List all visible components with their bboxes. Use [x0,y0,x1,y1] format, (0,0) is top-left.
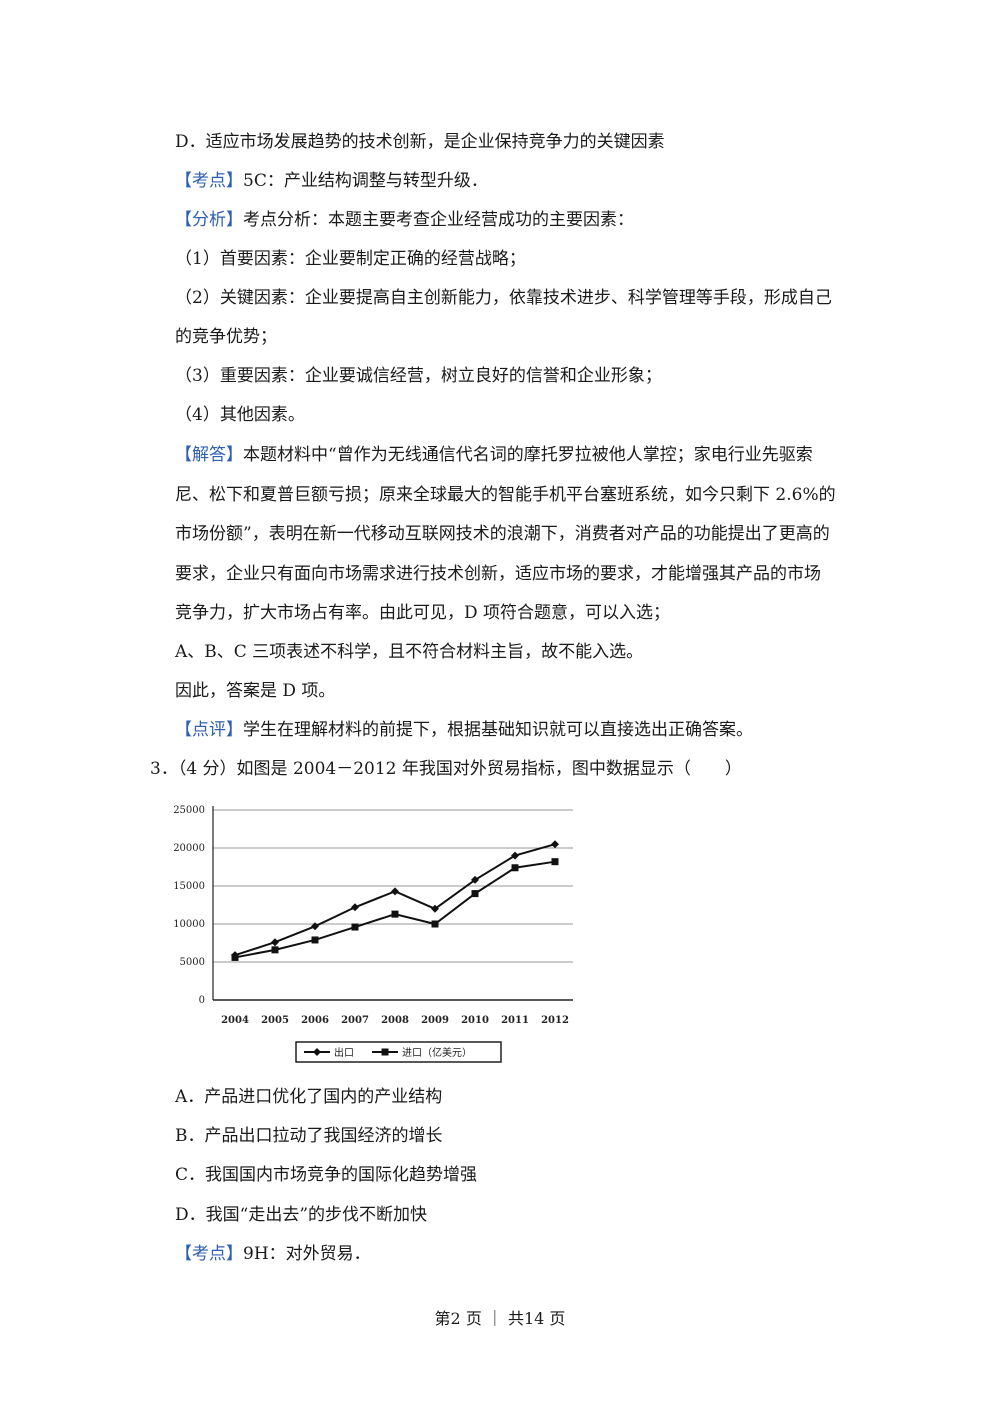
option-d: D．适应市场发展趋势的技术创新，是企业保持竞争力的关键因素 [175,132,665,152]
data-point [431,920,439,928]
jieda-row: 【解答】本题材料中“曾作为无线通信代名词的摩托罗拉被他人掌控；家电行业先驱索 [175,443,813,467]
chart-grid [213,809,573,1001]
point-2: （2）关键因素：企业要提高自主创新能力，依靠技术进步、科学管理等手段，形成自己 [175,288,832,308]
data-point [431,904,439,913]
jieda-tag: 【解答】 [175,445,243,465]
fenxi-row: 【分析】考点分析：本题主要考查企业经营成功的主要因素： [175,208,634,232]
data-point [351,923,359,931]
option-c: C．我国国内市场竞争的国际化趋势增强 [175,1165,478,1185]
data-point [391,910,399,918]
data-point [471,890,479,898]
question-3-stem: 3．（4 分）如图是 2004－2012 年我国对外贸易指标，图中数据显示（ ） [150,759,742,779]
option-d-q3: D．我国“走出去”的步伐不断加快 [175,1205,428,1225]
jieda-line-3: 市场份额”，表明在新一代移动互联网技术的浪潮下，消费者对产品的功能提出了更高的 [175,524,830,544]
fenxi-text: 考点分析：本题主要考查企业经营成功的主要因素： [243,210,634,230]
y-tick-label: 5000 [180,957,205,968]
series-line [234,843,556,957]
jieda-line-7: 因此，答案是 D 项。 [175,681,336,701]
jieda-line-1: 本题材料中“曾作为无线通信代名词的摩托罗拉被他人掌控；家电行业先驱索 [243,445,813,465]
data-point [551,840,559,849]
option-b: B．产品出口拉动了我国经济的增长 [175,1126,443,1146]
q3-kaodian-row: 【考点】9H：对外贸易． [175,1242,371,1266]
y-tick-label: 15000 [173,881,205,892]
data-point [231,953,239,961]
x-tick-label: 2007 [341,1015,369,1026]
jieda-line-5: 竞争力，扩大市场占有率。由此可见，D 项符合题意，可以入选； [175,603,671,623]
legend-marker [313,1048,321,1056]
point-4: （4）其他因素。 [175,405,305,425]
kaodian-row: 【考点】5C：产业结构调整与转型升级． [175,169,488,193]
data-point [471,875,479,884]
legend-marker [381,1048,389,1056]
y-tick-label: 10000 [173,919,205,930]
data-point [311,922,319,931]
data-point [391,887,399,896]
dianping-tag: 【点评】 [175,720,243,740]
chart-legend: 出口 进口（亿美元） [295,1041,502,1063]
y-axis: 0 5000 10000 15000 20000 25000 [173,805,214,1006]
data-point [511,864,519,872]
option-a: A．产品进口优化了国内的产业结构 [175,1087,443,1107]
dianping-row: 【点评】学生在理解材料的前提下，根据基础知识就可以直接选出正确答案。 [175,718,753,742]
x-tick-label: 2009 [421,1015,449,1026]
legend-label: 进口（亿美元） [402,1046,472,1059]
kaodian-text: 5C：产业结构调整与转型升级． [243,171,488,191]
point-3: （3）重要因素：企业要诚信经营，树立良好的信誉和企业形象； [175,366,662,386]
x-tick-label: 2010 [461,1015,489,1026]
dianping-text: 学生在理解材料的前提下，根据基础知识就可以直接选出正确答案。 [243,720,753,740]
series-line [234,860,556,959]
x-tick-label: 2012 [541,1015,569,1026]
y-tick-label: 0 [199,995,205,1006]
jieda-line-2: 尼、松下和夏普巨额亏损；原来全球最大的智能手机平台塞班系统，如今只剩下 2.6%… [175,485,836,505]
data-point [311,936,319,944]
point-2-cont: 的竞争优势； [175,327,277,347]
page-footer: 第2 页 ｜ 共14 页 [434,1309,566,1328]
x-tick-label: 2004 [221,1015,249,1026]
data-point [271,946,279,954]
y-tick-label: 20000 [173,843,205,854]
y-tick-label: 25000 [173,805,205,816]
x-tick-label: 2011 [501,1015,529,1026]
data-point [551,858,559,866]
kaodian-tag: 【考点】 [175,171,243,191]
chart-series [231,840,559,961]
fenxi-tag: 【分析】 [175,210,243,230]
jieda-line-6: A、B、C 三项表述不科学，且不符合材料主旨，故不能入选。 [175,642,644,662]
data-point [351,903,359,912]
legend-box [295,1041,502,1063]
jieda-line-4: 要求，企业只有面向市场需求进行技术创新，适应市场的要求，才能增强其产品的市场 [175,564,821,584]
x-tick-label: 2006 [301,1015,329,1026]
x-tick-label: 2008 [381,1015,409,1026]
x-tick-label: 2005 [261,1015,289,1026]
q3-kaodian-text: 9H：对外贸易． [243,1244,371,1264]
x-axis: 2004 2005 2006 2007 2008 2009 2010 2011 2012 [221,1015,569,1026]
point-1: （1）首要因素：企业要制定正确的经营战略； [175,249,526,269]
data-point [511,851,519,860]
legend-label: 出口 [334,1046,354,1059]
data-point [271,938,279,947]
q3-kaodian-tag: 【考点】 [175,1244,243,1264]
